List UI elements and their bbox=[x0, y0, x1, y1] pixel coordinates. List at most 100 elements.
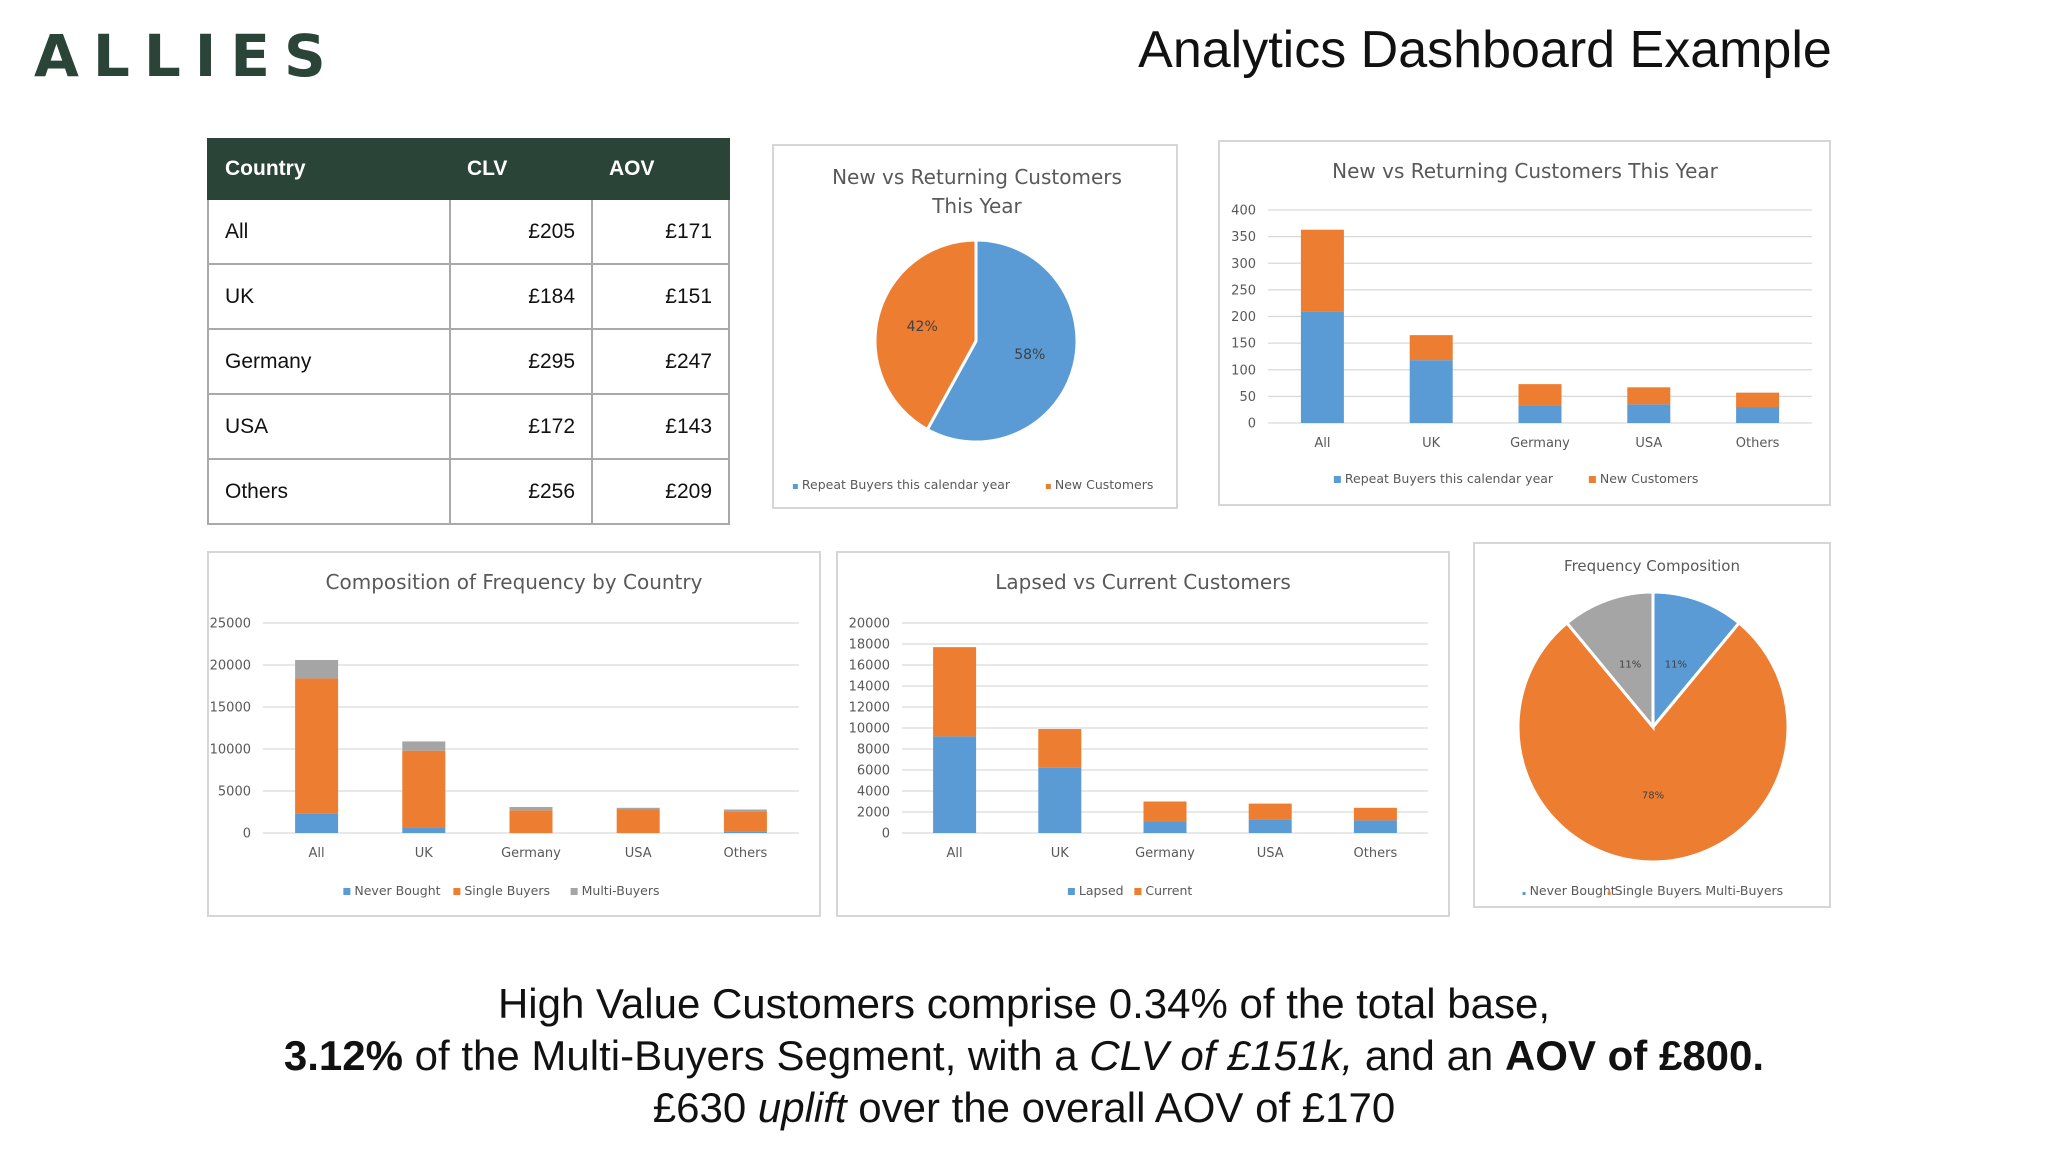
bar-segment bbox=[1300, 311, 1344, 423]
page-title: Analytics Dashboard Example bbox=[1138, 21, 1832, 79]
bar-segment bbox=[933, 736, 977, 833]
table-row: All £205 £171 bbox=[207, 198, 730, 265]
pie-new-vs-returning-chart: New vs Returning Customers This Year 58% 42… bbox=[792, 165, 1153, 492]
bar-segment bbox=[1300, 229, 1344, 312]
uplift-word: uplift bbox=[757, 1084, 847, 1131]
pie-slice bbox=[1516, 620, 1790, 864]
bar-segment bbox=[1736, 407, 1780, 423]
bar-new-vs-returning-panel: New vs Returning Customers This Year 0 50 1… bbox=[1218, 140, 1831, 506]
data-label: 42% bbox=[907, 319, 938, 335]
y-tick-label: 8000 bbox=[857, 743, 890, 758]
x-tick-label: UK bbox=[1422, 436, 1441, 451]
data-label: 11% bbox=[1665, 659, 1687, 670]
bar-segment bbox=[723, 809, 767, 812]
y-tick-label: 12000 bbox=[849, 701, 890, 716]
clv-cell: £295 bbox=[449, 328, 593, 395]
x-tick-label: USA bbox=[1635, 436, 1662, 451]
clv-cell: £256 bbox=[449, 458, 593, 525]
y-tick-label: 0 bbox=[243, 827, 251, 842]
bar-segment bbox=[933, 647, 977, 737]
bar-segment bbox=[723, 831, 767, 833]
column-header: AOV bbox=[591, 138, 730, 200]
y-tick-label: 15000 bbox=[210, 701, 251, 716]
chart-title: Lapsed vs Current Customers bbox=[995, 570, 1291, 594]
pie-new-vs-returning-panel: New vs Returning Customers This Year 58% 42… bbox=[772, 144, 1178, 509]
bar-segment bbox=[509, 806, 553, 811]
legend-swatch bbox=[343, 888, 351, 895]
x-tick-label: Others bbox=[724, 846, 768, 861]
bar-segment bbox=[723, 812, 767, 832]
chart-title: New vs Returning Customers This Year bbox=[1332, 159, 1719, 183]
y-tick-label: 16000 bbox=[849, 659, 890, 674]
data-label: 11% bbox=[1619, 659, 1641, 670]
x-tick-label: UK bbox=[415, 846, 434, 861]
y-tick-label: 100 bbox=[1231, 363, 1256, 378]
bar-new-vs-returning-chart: New vs Returning Customers This Year 0 50 1… bbox=[1231, 159, 1812, 486]
summary-line-2: 3.12% of the Multi-Buyers Segment, with … bbox=[0, 1030, 2048, 1082]
x-tick-label: All bbox=[309, 846, 325, 861]
bar-segment bbox=[1518, 384, 1562, 406]
column-header: CLV bbox=[449, 138, 593, 200]
x-tick-label: Germany bbox=[1135, 846, 1195, 861]
bar-segment bbox=[295, 678, 339, 814]
x-tick-label: USA bbox=[1257, 846, 1284, 861]
bar-segment bbox=[295, 813, 339, 833]
legend-swatch bbox=[1045, 484, 1051, 489]
pie-frequency-panel: Frequency Composition 11% 78% 11% Never Boug… bbox=[1473, 542, 1831, 908]
y-tick-label: 250 bbox=[1231, 283, 1256, 298]
x-tick-label: Others bbox=[1354, 846, 1398, 861]
bar-segment bbox=[1038, 729, 1082, 768]
y-tick-label: 10000 bbox=[849, 722, 890, 737]
table-row: USA £172 £143 bbox=[207, 393, 730, 460]
x-tick-label: Germany bbox=[501, 846, 561, 861]
y-tick-label: 400 bbox=[1231, 204, 1256, 219]
legend-swatch bbox=[1333, 476, 1341, 483]
y-tick-label: 300 bbox=[1231, 257, 1256, 272]
pie-slice bbox=[1651, 590, 1742, 732]
clv-cell: £184 bbox=[449, 263, 593, 330]
x-tick-label: Others bbox=[1736, 436, 1780, 451]
table-row: Germany £295 £247 bbox=[207, 328, 730, 395]
country-cell: Others bbox=[207, 458, 451, 525]
legend-swatch bbox=[1522, 892, 1526, 895]
legend-label: Single Buyers bbox=[464, 883, 550, 898]
bar-lapsed-chart: Lapsed vs Current Customers 0 2000 4000 6000… bbox=[849, 570, 1428, 898]
legend-label: Multi-Buyers bbox=[582, 883, 660, 898]
summary-text: High Value Customers comprise 0.34% of t… bbox=[0, 978, 2048, 1134]
chart-title: Frequency Composition bbox=[1564, 557, 1740, 575]
bar-segment bbox=[1736, 392, 1780, 408]
aov-cell: £143 bbox=[591, 393, 730, 460]
clv-cell: £205 bbox=[449, 198, 593, 265]
legend-swatch bbox=[1588, 476, 1596, 483]
y-tick-label: 14000 bbox=[849, 680, 890, 695]
pie-frequency-chart: Frequency Composition 11% 78% 11% Never Boug… bbox=[1516, 557, 1790, 898]
y-tick-label: 6000 bbox=[857, 764, 890, 779]
y-tick-label: 4000 bbox=[857, 785, 890, 800]
pie-slice bbox=[925, 238, 1079, 444]
chart-title: Composition of Frequency by Country bbox=[326, 570, 703, 594]
y-tick-label: 5000 bbox=[218, 785, 251, 800]
aov-cell: £247 bbox=[591, 328, 730, 395]
table-row: Others £256 £209 bbox=[207, 458, 730, 525]
legend-swatch bbox=[453, 888, 461, 895]
country-cell: Germany bbox=[207, 328, 451, 395]
bar-segment bbox=[1353, 820, 1397, 833]
bar-segment bbox=[1248, 819, 1292, 833]
legend-label: Never Bought bbox=[354, 883, 440, 898]
table-row: UK £184 £151 bbox=[207, 263, 730, 330]
bar-segment bbox=[402, 827, 446, 833]
x-tick-label: UK bbox=[1051, 846, 1070, 861]
bar-segment bbox=[1627, 404, 1671, 423]
y-tick-label: 18000 bbox=[849, 638, 890, 653]
y-tick-label: 50 bbox=[1239, 390, 1256, 405]
bar-segment bbox=[616, 809, 660, 833]
x-tick-label: Germany bbox=[1510, 436, 1570, 451]
legend-label: Lapsed bbox=[1079, 883, 1124, 898]
legend-label: Repeat Buyers this calendar year bbox=[1345, 471, 1554, 486]
table-header-row: Country CLV AOV bbox=[207, 138, 730, 200]
chart-title: This Year bbox=[931, 194, 1022, 218]
y-tick-label: 20000 bbox=[210, 659, 251, 674]
chart-title: New vs Returning Customers bbox=[832, 165, 1122, 189]
legend-label: Single Buyers bbox=[1615, 883, 1701, 898]
legend-label: Multi-Buyers bbox=[1705, 883, 1783, 898]
